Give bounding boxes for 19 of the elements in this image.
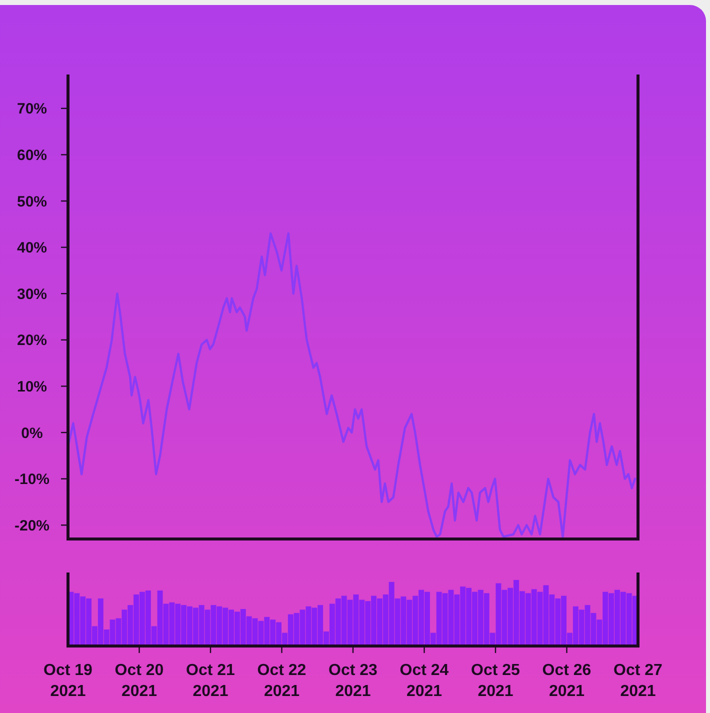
y-tick-label: 60% [16,146,48,164]
x-tick-label: Oct 24 2021 [400,662,449,700]
y-tick-label: 0% [21,424,43,442]
x-tick-label: Oct 22 2021 [257,662,306,700]
y-tick-label: 50% [16,193,48,210]
y-tick-label: -20% [14,517,50,534]
x-tick-label: Oct 25 2021 [471,662,520,700]
x-tick-label: Oct 26 2021 [542,662,592,700]
y-tick-label: 70% [16,100,48,118]
y-tick-label: 20% [16,332,48,350]
y-tick-label: 30% [16,286,48,303]
x-tick-label: Oct 27 2021 [614,662,663,700]
x-tick-label: Oct 20 2021 [114,662,164,700]
x-tick-label: Oct 19 2021 [44,662,93,700]
y-tick-label: 10% [16,378,48,396]
x-tick-label: Oct 23 2021 [328,662,378,700]
x-tick-label: Oct 21 2021 [186,662,236,700]
y-tick-label: 40% [16,240,48,257]
y-tick-label: -10% [14,471,50,488]
